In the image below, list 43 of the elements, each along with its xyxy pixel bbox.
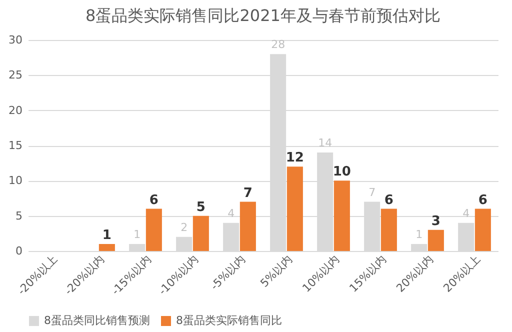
bar	[146, 208, 162, 251]
data-label: 1	[416, 228, 423, 241]
bar	[458, 222, 474, 251]
bar	[474, 208, 491, 251]
x-tick-label: -5%以内	[208, 252, 248, 293]
legend-label: 8蛋品类实际销售同比	[176, 314, 282, 327]
data-label: 28	[271, 38, 286, 52]
chart-title: 8蛋品类实际销售同比2021年及与春节前预估对比	[86, 6, 440, 25]
data-label: 12	[286, 150, 304, 166]
data-label: 7	[368, 186, 376, 199]
data-label: 1	[102, 228, 112, 243]
data-label: 10	[332, 164, 351, 180]
y-tick-label: 15	[8, 139, 22, 152]
bar	[240, 202, 256, 251]
y-tick-label: 0	[16, 244, 22, 258]
data-label: 4	[228, 206, 235, 220]
bar	[334, 180, 350, 251]
bar	[223, 222, 240, 251]
bar	[380, 208, 397, 251]
bar	[98, 244, 115, 251]
y-tick-label: 30	[8, 34, 22, 46]
bar	[129, 244, 146, 251]
data-label: 1	[134, 228, 141, 241]
y-tick-label: 5	[16, 209, 22, 222]
data-label: 7	[243, 186, 252, 201]
data-label: 6	[478, 192, 488, 208]
y-tick-label: 10	[8, 174, 22, 188]
bar	[286, 166, 303, 251]
data-label: 6	[149, 192, 158, 208]
y-tick-label: 20	[8, 104, 22, 117]
x-tick-label: 5%以内	[258, 252, 295, 290]
bar	[428, 230, 444, 251]
data-label: 4	[462, 206, 470, 220]
data-label: 6	[384, 192, 394, 208]
legend-label: 8蛋品类同比销售预测	[44, 314, 150, 327]
data-label: 3	[431, 214, 440, 229]
bar	[411, 244, 428, 251]
y-tick-label: 25	[8, 68, 22, 82]
data-label: 5	[196, 200, 206, 215]
data-label: 2	[180, 220, 188, 234]
data-label: 14	[318, 136, 332, 150]
bar	[192, 216, 209, 251]
bar	[176, 236, 192, 251]
